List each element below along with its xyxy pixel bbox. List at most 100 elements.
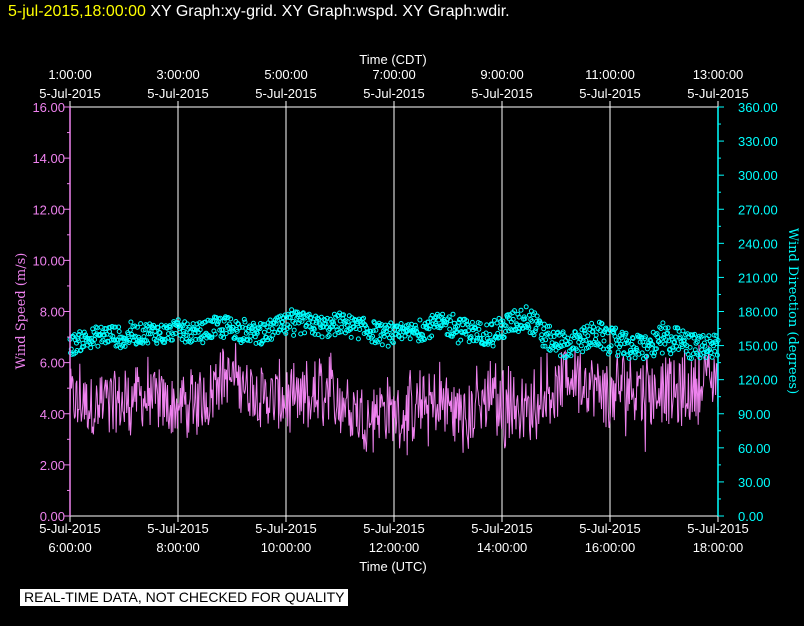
right-tick-label: 270.00 [738,202,778,217]
wind-direction-point [345,319,351,325]
left-tick-label: 6.00 [40,356,65,371]
wind-direction-point [299,318,305,324]
right-axis-title: Wind Direction (degrees) [785,228,800,394]
right-tick-label: 330.00 [738,134,778,149]
wind-direction-point [503,329,508,334]
wind-direction-point [613,325,619,331]
wind-direction-point [490,343,496,349]
wind-direction-point [501,334,507,340]
wind-direction-point [136,334,142,340]
bottom-tick-label: 16:00:00 [585,540,636,555]
wind-direction-point [534,313,540,319]
wind-direction-point [672,339,678,345]
axes: 1:00:00 5-Jul-2015 3:00:00 5-Jul-2015 5:00:0… [32,67,777,555]
wind-direction-point [463,331,469,337]
wind-direction-point [642,334,648,340]
top-tick-label: 5-Jul-2015 [471,86,532,101]
wind-direction-point [542,343,548,349]
right-tick-label: 240.00 [738,236,778,251]
wind-direction-point [558,344,564,349]
wind-direction-point [251,323,257,329]
wind-direction-point [376,320,382,326]
wind-direction-point [561,333,567,339]
left-tick-label: 4.00 [40,407,65,422]
left-tick-label: 8.00 [40,305,65,320]
wind-direction-point [462,329,468,335]
wind-direction-point [487,332,493,337]
wind-direction-point [574,348,580,354]
wind-direction-point [355,319,361,325]
wind-direction-point [261,329,267,335]
wind-direction-point [634,348,640,353]
wind-speed-series [69,343,719,456]
wind-direction-point [348,326,354,332]
wind-direction-point [221,318,227,324]
wind-direction-point [540,343,546,349]
wind-direction-point [361,315,366,321]
wind-direction-point [125,331,131,337]
wind-direction-point [112,324,118,330]
grid-layer [177,107,611,516]
wind-direction-point [387,327,393,333]
wind-direction-point [339,324,344,330]
wind-direction-point [447,318,453,324]
bottom-tick-label: 5-Jul-2015 [687,521,748,536]
wind-direction-point [81,329,87,335]
wind-direction-point [311,326,317,332]
wind-direction-point [591,324,597,330]
wind-direction-point [220,327,226,333]
wind-direction-point [510,316,516,322]
wind-direction-point [550,329,556,335]
wind-direction-point [595,340,600,346]
wind-direction-point [568,353,574,359]
wind-direction-point [471,338,477,344]
wind-direction-point [319,334,325,340]
wind-direction-point [226,321,232,327]
wind-direction-point [670,347,676,353]
wind-direction-point [80,340,86,346]
wind-direction-point [443,322,449,328]
left-tick-label: 14.00 [32,151,65,166]
top-tick-label: 5-Jul-2015 [39,86,100,101]
wind-direction-point [440,311,446,317]
wind-direction-point [447,326,453,332]
quality-disclaimer: REAL-TIME DATA, NOT CHECKED FOR QUALITY [20,589,349,606]
wind-direction-point [254,330,260,336]
wind-direction-point [489,322,495,328]
bottom-axis-title: Time (UTC) [359,559,426,574]
wind-direction-point [298,331,304,337]
wind-direction-point [253,340,259,346]
wind-direction-point [232,334,238,340]
wind-direction-point [324,315,330,321]
wind-direction-point [200,340,206,346]
wind-direction-point [413,325,419,331]
wind-direction-point [402,333,408,339]
wind-direction-point [180,323,186,329]
wind-direction-point [223,331,229,336]
bottom-tick-label: 18:00:00 [693,540,744,555]
wind-direction-point [241,336,247,342]
wind-direction-point [169,337,175,343]
wind-direction-point [633,345,639,351]
wind-direction-point [257,326,263,332]
wind-direction-point [325,334,331,340]
wind-direction-point [662,341,668,347]
wind-direction-point [532,310,538,316]
wind-direction-point [234,328,240,334]
wind-direction-point [237,325,243,331]
wind-direction-point [126,340,132,345]
wind-direction-point [370,328,376,334]
wind-direction-point [449,331,455,337]
wind-direction-point [702,343,708,349]
wind-direction-point [626,338,632,344]
wind-direction-point [242,319,248,325]
wind-direction-point [491,317,497,323]
wind-direction-point [700,333,706,338]
wind-direction-point [712,348,718,354]
right-tick-label: 60.00 [738,441,771,456]
wind-direction-point [100,337,106,343]
wind-direction-point [475,335,481,341]
wind-direction-point [608,343,614,349]
wind-direction-point [663,337,669,343]
wind-direction-point [523,304,529,310]
